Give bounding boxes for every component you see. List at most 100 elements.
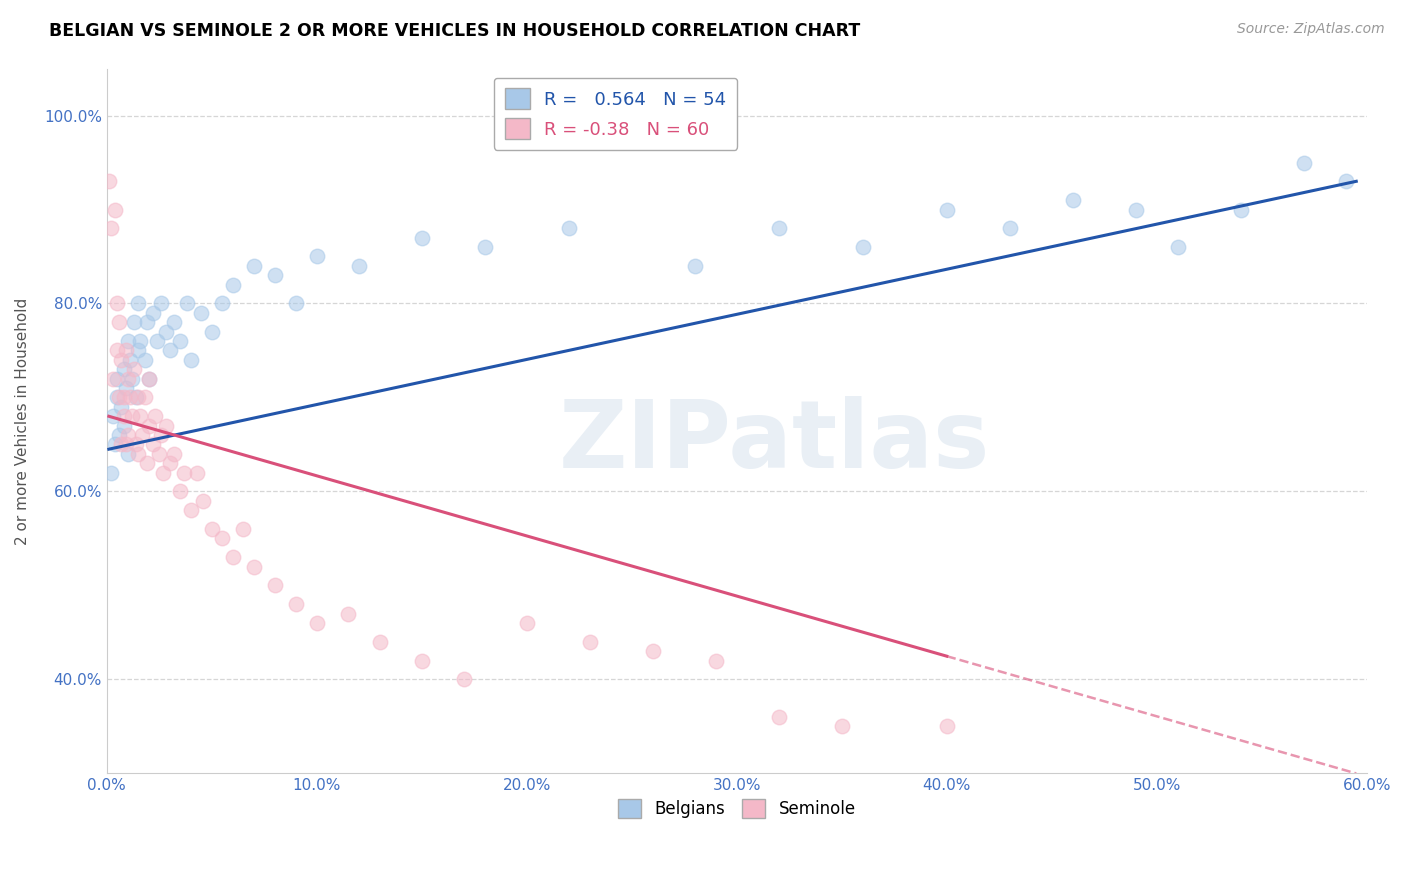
Point	[211, 296, 233, 310]
Point	[852, 240, 875, 254]
Point	[127, 447, 149, 461]
Point	[135, 456, 157, 470]
Point	[121, 409, 143, 424]
Point	[169, 334, 191, 348]
Point	[211, 532, 233, 546]
Point	[411, 230, 433, 244]
Point	[100, 466, 122, 480]
Point	[125, 437, 148, 451]
Point	[186, 466, 208, 480]
Point	[1125, 202, 1147, 217]
Point	[129, 334, 152, 348]
Point	[155, 418, 177, 433]
Text: ZIPatlas: ZIPatlas	[558, 396, 990, 488]
Point	[150, 428, 173, 442]
Point	[101, 409, 124, 424]
Point	[121, 372, 143, 386]
Point	[148, 447, 170, 461]
Point	[169, 484, 191, 499]
Point	[117, 372, 139, 386]
Point	[112, 391, 135, 405]
Point	[138, 372, 160, 386]
Point	[242, 559, 264, 574]
Point	[935, 719, 957, 733]
Point	[516, 615, 538, 630]
Point	[163, 447, 186, 461]
Point	[108, 428, 131, 442]
Point	[201, 522, 224, 536]
Point	[578, 635, 600, 649]
Point	[201, 325, 224, 339]
Point	[117, 334, 139, 348]
Point	[122, 362, 145, 376]
Point	[193, 494, 215, 508]
Point	[222, 550, 245, 565]
Point	[190, 306, 212, 320]
Point	[453, 673, 475, 687]
Point	[114, 343, 136, 358]
Point	[305, 250, 328, 264]
Point	[998, 221, 1021, 235]
Point	[138, 372, 160, 386]
Point	[101, 372, 124, 386]
Point	[138, 418, 160, 433]
Point	[180, 352, 202, 367]
Point	[112, 418, 135, 433]
Point	[558, 221, 581, 235]
Point	[1229, 202, 1251, 217]
Point	[368, 635, 391, 649]
Point	[110, 400, 132, 414]
Point	[768, 221, 790, 235]
Point	[104, 437, 127, 451]
Point	[118, 352, 141, 367]
Point	[127, 296, 149, 310]
Point	[176, 296, 198, 310]
Point	[142, 437, 165, 451]
Point	[100, 221, 122, 235]
Point	[112, 362, 135, 376]
Point	[347, 259, 370, 273]
Point	[305, 615, 328, 630]
Point	[127, 391, 149, 405]
Point	[1334, 174, 1357, 188]
Point	[125, 391, 148, 405]
Text: BELGIAN VS SEMINOLE 2 OR MORE VEHICLES IN HOUSEHOLD CORRELATION CHART: BELGIAN VS SEMINOLE 2 OR MORE VEHICLES I…	[49, 22, 860, 40]
Point	[112, 409, 135, 424]
Point	[105, 296, 128, 310]
Point	[263, 268, 285, 283]
Point	[108, 391, 131, 405]
Point	[232, 522, 254, 536]
Point	[831, 719, 853, 733]
Point	[114, 381, 136, 395]
Point	[110, 352, 132, 367]
Point	[173, 466, 195, 480]
Point	[683, 259, 706, 273]
Point	[222, 277, 245, 292]
Point	[146, 334, 169, 348]
Point	[474, 240, 496, 254]
Point	[105, 372, 128, 386]
Point	[180, 503, 202, 517]
Legend: Belgians, Seminole: Belgians, Seminole	[612, 792, 862, 825]
Point	[159, 456, 181, 470]
Point	[1292, 155, 1315, 169]
Point	[935, 202, 957, 217]
Point	[704, 654, 727, 668]
Point	[411, 654, 433, 668]
Point	[118, 391, 141, 405]
Point	[263, 578, 285, 592]
Point	[242, 259, 264, 273]
Point	[110, 437, 132, 451]
Point	[129, 409, 152, 424]
Point	[131, 428, 153, 442]
Point	[284, 296, 307, 310]
Point	[1062, 193, 1084, 207]
Point	[155, 325, 177, 339]
Y-axis label: 2 or more Vehicles in Household: 2 or more Vehicles in Household	[15, 297, 30, 545]
Point	[135, 315, 157, 329]
Point	[122, 315, 145, 329]
Point	[104, 202, 127, 217]
Point	[163, 315, 186, 329]
Text: Source: ZipAtlas.com: Source: ZipAtlas.com	[1237, 22, 1385, 37]
Point	[641, 644, 664, 658]
